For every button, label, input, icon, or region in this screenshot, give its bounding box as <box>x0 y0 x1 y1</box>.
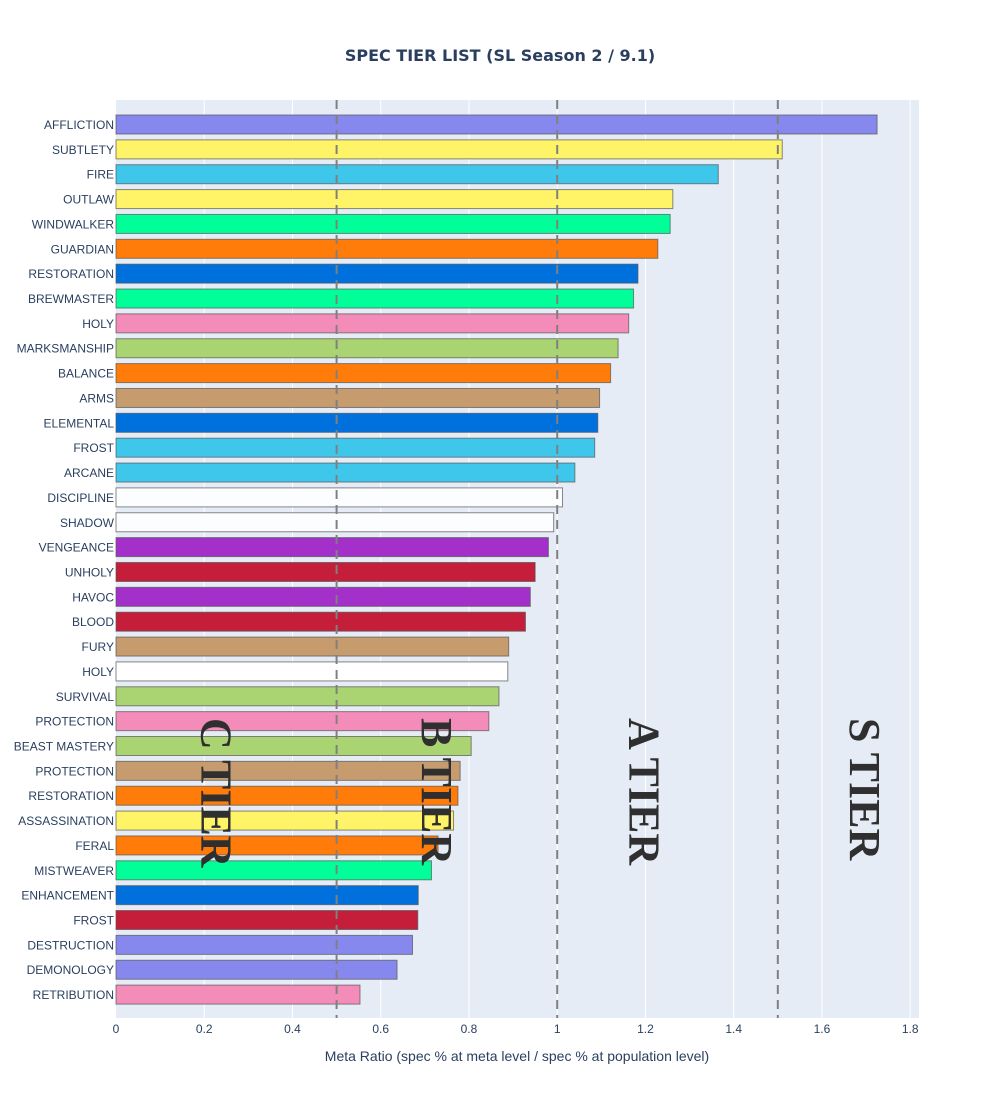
y-tick-label: RESTORATION <box>28 789 114 803</box>
bar <box>115 561 536 582</box>
tier-label: A TIER <box>619 718 668 866</box>
bar <box>115 959 398 980</box>
x-tick-label: 0.2 <box>196 1022 213 1036</box>
bar <box>115 860 432 881</box>
y-tick-label: MARKSMANSHIP <box>17 342 114 356</box>
x-tick-label: 1.2 <box>637 1022 654 1036</box>
y-tick-label: UNHOLY <box>65 565 114 579</box>
bar <box>115 487 564 508</box>
x-tick-label: 0 <box>113 1022 120 1036</box>
y-tick-label: BREWMASTER <box>28 292 114 306</box>
bar <box>115 835 439 856</box>
y-tick-label: RESTORATION <box>28 267 114 281</box>
x-tick-label: 1.6 <box>814 1022 831 1036</box>
bar <box>115 512 555 533</box>
bar <box>115 462 576 483</box>
bar <box>115 636 510 657</box>
y-tick-label: DESTRUCTION <box>27 938 114 952</box>
bar <box>115 263 639 284</box>
y-tick-label: PROTECTION <box>35 764 114 778</box>
y-tick-label: MISTWEAVER <box>34 864 114 878</box>
bar <box>115 810 455 831</box>
y-tick-label: ARMS <box>79 391 114 405</box>
y-tick-label: SUBTLETY <box>52 143 114 157</box>
bar <box>115 711 490 732</box>
y-tick-label: HAVOC <box>72 590 114 604</box>
y-tick-label: DISCIPLINE <box>47 491 114 505</box>
y-tick-label: BLOOD <box>72 615 114 629</box>
y-tick-label: ELEMENTAL <box>44 416 115 430</box>
bar <box>115 189 674 210</box>
y-tick-label: DEMONOLOGY <box>27 963 114 977</box>
x-tick-labels: 0 0.2 0.4 0.6 0.8 1 1.2 1.4 1.6 1.8 <box>113 1022 919 1036</box>
tier-label: S TIER <box>840 718 889 861</box>
tier-labels: S TIER A TIER B TIER C TIER <box>191 718 889 869</box>
y-tick-label: FROST <box>73 441 114 455</box>
x-tick-label: 1 <box>554 1022 561 1036</box>
bar <box>115 213 671 234</box>
bar <box>115 437 596 458</box>
y-tick-labels: AFFLICTION SUBTLETY FIRE OUTLAW WINDWALKER GU… <box>14 118 115 1002</box>
y-tick-label: OUTLAW <box>63 193 115 207</box>
bar <box>115 611 526 632</box>
bar <box>115 363 612 384</box>
tier-threshold-lines <box>335 100 779 1018</box>
y-tick-label: FURY <box>82 640 114 654</box>
tier-label: C TIER <box>191 718 240 869</box>
bar <box>115 661 509 682</box>
y-tick-label: BALANCE <box>58 367 114 381</box>
y-tick-label: PROTECTION <box>35 715 114 729</box>
y-tick-label: VENGEANCE <box>39 541 114 555</box>
x-tick-label: 1.8 <box>902 1022 919 1036</box>
y-tick-label: WINDWALKER <box>32 217 115 231</box>
bar <box>115 910 419 931</box>
y-tick-label: FERAL <box>75 839 114 853</box>
y-tick-label: BEAST MASTERY <box>14 740 114 754</box>
y-tick-label: ENHANCEMENT <box>21 889 114 903</box>
bar <box>115 885 419 906</box>
bar <box>115 785 459 806</box>
x-tick-label: 0.4 <box>284 1022 301 1036</box>
y-tick-label: GUARDIAN <box>51 242 114 256</box>
bar <box>115 164 719 185</box>
y-tick-label: HOLY <box>82 665 114 679</box>
x-tick-label: 1.4 <box>725 1022 742 1036</box>
bar <box>115 686 500 707</box>
bar <box>115 984 361 1005</box>
x-axis-label: Meta Ratio (spec % at meta level / spec … <box>325 1048 709 1064</box>
y-tick-label: FROST <box>73 914 114 928</box>
bar <box>115 114 878 135</box>
y-tick-label: RETRIBUTION <box>33 988 114 1002</box>
bar <box>115 338 619 359</box>
y-tick-label: ARCANE <box>64 466 114 480</box>
y-tick-label: SURVIVAL <box>56 690 115 704</box>
bars <box>115 114 878 1005</box>
y-tick-label: FIRE <box>87 168 114 182</box>
bar <box>115 760 461 781</box>
bar <box>115 934 413 955</box>
y-tick-label: AFFLICTION <box>44 118 114 132</box>
bar <box>115 288 635 309</box>
bar <box>115 537 549 558</box>
bar <box>115 736 472 756</box>
chart-title: SPEC TIER LIST (SL Season 2 / 9.1) <box>345 46 655 65</box>
bar <box>115 387 601 408</box>
x-tick-label: 0.6 <box>372 1022 389 1036</box>
bar <box>115 586 531 607</box>
y-tick-label: SHADOW <box>60 516 115 530</box>
x-tick-label: 0.8 <box>461 1022 478 1036</box>
bar <box>115 139 783 160</box>
bar <box>115 313 630 334</box>
bar <box>115 238 659 259</box>
y-tick-label: HOLY <box>82 317 114 331</box>
tier-label: B TIER <box>412 718 461 866</box>
y-tick-label: ASSASSINATION <box>18 814 114 828</box>
bar <box>115 412 599 433</box>
